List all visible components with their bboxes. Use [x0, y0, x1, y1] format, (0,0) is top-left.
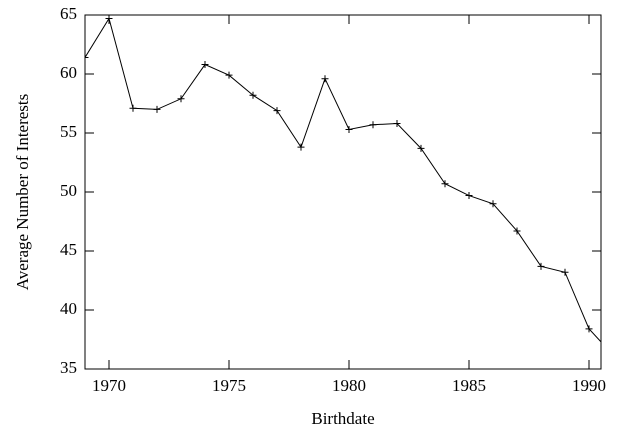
- plot-frame: [84, 14, 602, 370]
- y-tick-label: 55: [60, 122, 77, 141]
- point-marker: [85, 53, 89, 61]
- y-tick-label: 40: [60, 299, 77, 318]
- point-marker: [225, 71, 233, 79]
- point-marker: [273, 107, 281, 115]
- y-tick-label: 50: [60, 181, 77, 200]
- point-marker: [561, 268, 569, 276]
- point-marker: [177, 95, 185, 103]
- y-tick-label: 65: [60, 4, 77, 23]
- point-marker: [393, 120, 401, 128]
- point-marker: [585, 325, 593, 333]
- y-tick-label: 60: [60, 63, 77, 82]
- point-marker: [129, 104, 137, 112]
- x-tick-label: 1970: [92, 376, 126, 395]
- line: [85, 17, 601, 343]
- point-marker: [201, 61, 209, 69]
- y-axis-label: Average Number of Interests: [13, 94, 32, 291]
- plot-area: [85, 15, 617, 358]
- x-axis-label: Birthdate: [311, 409, 374, 428]
- point-marker: [441, 180, 449, 188]
- point-marker: [345, 125, 353, 133]
- x-tick-label: 1990: [572, 376, 606, 395]
- x-tick-label: 1985: [452, 376, 486, 395]
- point-marker: [297, 143, 305, 151]
- point-marker: [513, 227, 521, 235]
- point-marker: [465, 192, 473, 200]
- point-marker: [537, 262, 545, 270]
- point-marker: [489, 200, 497, 208]
- point-marker: [369, 121, 377, 129]
- point-marker: [105, 15, 113, 23]
- x-tick-label: 1980: [332, 376, 366, 395]
- point-marker: [321, 75, 329, 83]
- point-marker: [417, 144, 425, 152]
- x-tick-label: 1975: [212, 376, 246, 395]
- point-marker: [249, 91, 257, 99]
- y-tick-label: 35: [60, 358, 77, 377]
- y-tick-label: 45: [60, 240, 77, 259]
- point-marker: [610, 351, 617, 358]
- point-marker: [153, 105, 161, 113]
